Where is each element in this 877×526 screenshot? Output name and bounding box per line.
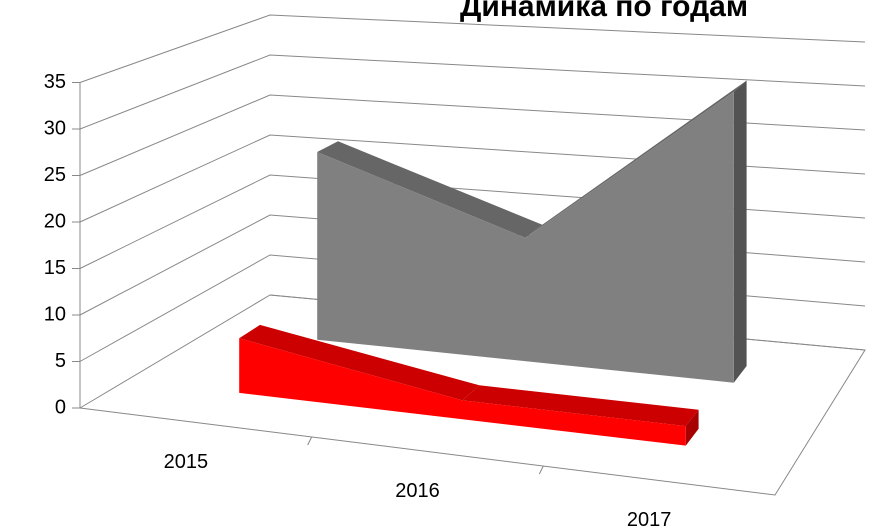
x-tick-label: 2017	[627, 509, 672, 526]
grid-line	[79, 14, 866, 83]
area-top	[317, 141, 543, 238]
grid-line	[79, 94, 866, 176]
x-tick-label: 2016	[395, 480, 440, 502]
y-tick-label: 30	[44, 117, 66, 139]
area-top	[525, 80, 747, 238]
chart-title: Динамика по годам	[460, 0, 748, 23]
y-tick-label: 5	[55, 350, 66, 372]
y-tick-label: 10	[44, 303, 66, 325]
x-tick	[538, 465, 544, 475]
area	[317, 91, 734, 383]
y-tick-label: 20	[44, 210, 66, 232]
area	[239, 338, 686, 446]
area-top	[462, 385, 699, 427]
grid-line	[79, 54, 866, 130]
y-tick-label: 35	[44, 71, 66, 93]
area-top	[239, 324, 480, 401]
x-tick	[307, 436, 313, 446]
y-tick-label: 25	[44, 164, 66, 186]
area-side	[685, 409, 699, 446]
area-side	[733, 80, 747, 383]
x-tick-label: 2015	[164, 451, 209, 473]
y-tick-label: 0	[55, 396, 66, 418]
y-tick-label: 15	[44, 257, 66, 279]
